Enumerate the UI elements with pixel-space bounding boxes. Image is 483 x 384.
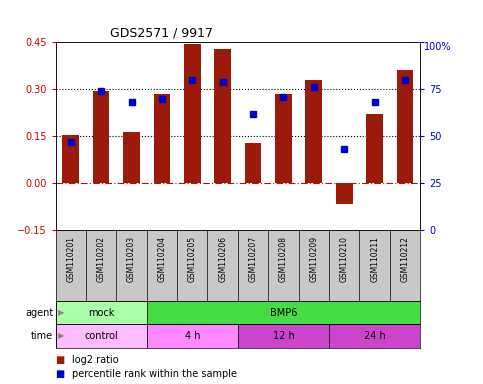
Bar <box>214 48 231 184</box>
Bar <box>62 135 79 184</box>
Text: 12 h: 12 h <box>272 331 294 341</box>
Bar <box>366 114 383 184</box>
Text: 24 h: 24 h <box>364 331 385 341</box>
Text: GSM110204: GSM110204 <box>157 236 167 282</box>
Text: 4 h: 4 h <box>185 331 200 341</box>
Text: GSM110206: GSM110206 <box>218 236 227 282</box>
Text: time: time <box>31 331 53 341</box>
Bar <box>56 324 147 348</box>
Text: agent: agent <box>25 308 53 318</box>
Bar <box>147 301 420 324</box>
Text: GSM110210: GSM110210 <box>340 236 349 282</box>
Bar <box>123 132 140 184</box>
Text: ▶: ▶ <box>58 308 64 318</box>
Text: GSM110205: GSM110205 <box>188 236 197 282</box>
Bar <box>336 184 353 204</box>
Text: ▶: ▶ <box>58 331 64 341</box>
Text: control: control <box>84 331 118 341</box>
Bar <box>184 44 200 184</box>
Bar <box>238 324 329 348</box>
Bar <box>56 301 147 324</box>
Text: ■: ■ <box>56 369 65 379</box>
Text: percentile rank within the sample: percentile rank within the sample <box>72 369 238 379</box>
Text: GSM110212: GSM110212 <box>400 236 410 282</box>
Text: GDS2571 / 9917: GDS2571 / 9917 <box>110 26 213 40</box>
Bar <box>93 91 110 184</box>
Bar <box>154 94 170 184</box>
Text: GSM110209: GSM110209 <box>309 236 318 282</box>
Bar <box>147 324 238 348</box>
Bar <box>329 324 420 348</box>
Text: GSM110203: GSM110203 <box>127 236 136 282</box>
Text: GSM110211: GSM110211 <box>370 236 379 282</box>
Text: GSM110207: GSM110207 <box>249 236 257 282</box>
Bar <box>275 94 292 184</box>
Bar <box>397 71 413 184</box>
Bar <box>305 80 322 184</box>
Text: GSM110202: GSM110202 <box>97 236 106 282</box>
Text: log2 ratio: log2 ratio <box>72 355 119 365</box>
Text: BMP6: BMP6 <box>270 308 297 318</box>
Text: GSM110208: GSM110208 <box>279 236 288 282</box>
Text: 100%: 100% <box>424 42 451 52</box>
Text: ■: ■ <box>56 355 65 365</box>
Bar <box>245 142 261 184</box>
Text: GSM110201: GSM110201 <box>66 236 75 282</box>
Text: mock: mock <box>88 308 114 318</box>
